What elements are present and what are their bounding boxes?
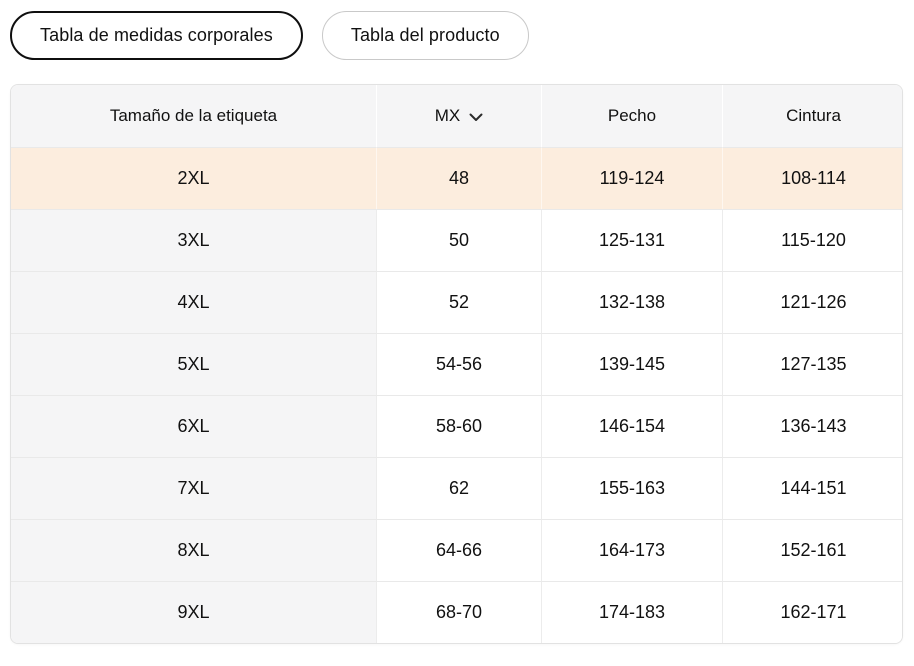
cell-mx: 64-66	[377, 519, 542, 581]
cell-cintura: 136-143	[723, 395, 902, 457]
cell-pecho: 146-154	[542, 395, 723, 457]
table-row: 3XL 50 125-131 115-120	[11, 209, 902, 271]
cell-size: 4XL	[11, 271, 377, 333]
header-row: Tamaño de la etiqueta MX Pecho Cintura	[11, 85, 902, 147]
size-table-body: 2XL 48 119-124 108-114 3XL 50 125-131 115-120 4X…	[11, 147, 902, 643]
chevron-down-icon	[469, 113, 483, 121]
table-row: 4XL 52 132-138 121-126	[11, 271, 902, 333]
cell-size: 8XL	[11, 519, 377, 581]
cell-cintura: 121-126	[723, 271, 902, 333]
cell-pecho: 132-138	[542, 271, 723, 333]
cell-mx: 62	[377, 457, 542, 519]
cell-cintura: 108-114	[723, 147, 902, 209]
cell-size: 6XL	[11, 395, 377, 457]
cell-cintura: 144-151	[723, 457, 902, 519]
cell-cintura: 152-161	[723, 519, 902, 581]
cell-pecho: 164-173	[542, 519, 723, 581]
column-header-waist: Cintura	[723, 85, 902, 147]
cell-size: 2XL	[11, 147, 377, 209]
region-dropdown-value: MX	[434, 106, 461, 125]
cell-mx: 58-60	[377, 395, 542, 457]
cell-cintura: 127-135	[723, 333, 902, 395]
cell-pecho: 139-145	[542, 333, 723, 395]
cell-cintura: 162-171	[723, 581, 902, 643]
cell-pecho: 125-131	[542, 209, 723, 271]
cell-size: 7XL	[11, 457, 377, 519]
table-row: 7XL 62 155-163 144-151	[11, 457, 902, 519]
table-row: 9XL 68-70 174-183 162-171	[11, 581, 902, 643]
region-dropdown[interactable]: MX	[435, 106, 484, 126]
column-header-size: Tamaño de la etiqueta	[11, 85, 377, 147]
cell-pecho: 174-183	[542, 581, 723, 643]
cell-pecho: 119-124	[542, 147, 723, 209]
cell-size: 3XL	[11, 209, 377, 271]
cell-mx: 50	[377, 209, 542, 271]
column-header-chest: Pecho	[542, 85, 723, 147]
cell-mx: 54-56	[377, 333, 542, 395]
table-row: 2XL 48 119-124 108-114	[11, 147, 902, 209]
column-header-region: MX	[377, 85, 542, 147]
tab-product-measurements[interactable]: Tabla del producto	[321, 11, 529, 60]
chart-tabs: Tabla de medidas corporales Tabla del pr…	[10, 11, 529, 60]
table-row: 6XL 58-60 146-154 136-143	[11, 395, 902, 457]
size-table-card: Tamaño de la etiqueta MX Pecho Cintura 2…	[10, 84, 903, 644]
cell-pecho: 155-163	[542, 457, 723, 519]
cell-size: 9XL	[11, 581, 377, 643]
tab-body-measurements[interactable]: Tabla de medidas corporales	[10, 11, 303, 60]
table-row: 5XL 54-56 139-145 127-135	[11, 333, 902, 395]
cell-mx: 52	[377, 271, 542, 333]
cell-mx: 68-70	[377, 581, 542, 643]
size-table-header: Tamaño de la etiqueta MX Pecho Cintura	[11, 85, 902, 147]
cell-mx: 48	[377, 147, 542, 209]
cell-cintura: 115-120	[723, 209, 902, 271]
size-table: Tamaño de la etiqueta MX Pecho Cintura 2…	[11, 85, 902, 643]
table-row: 8XL 64-66 164-173 152-161	[11, 519, 902, 581]
cell-size: 5XL	[11, 333, 377, 395]
